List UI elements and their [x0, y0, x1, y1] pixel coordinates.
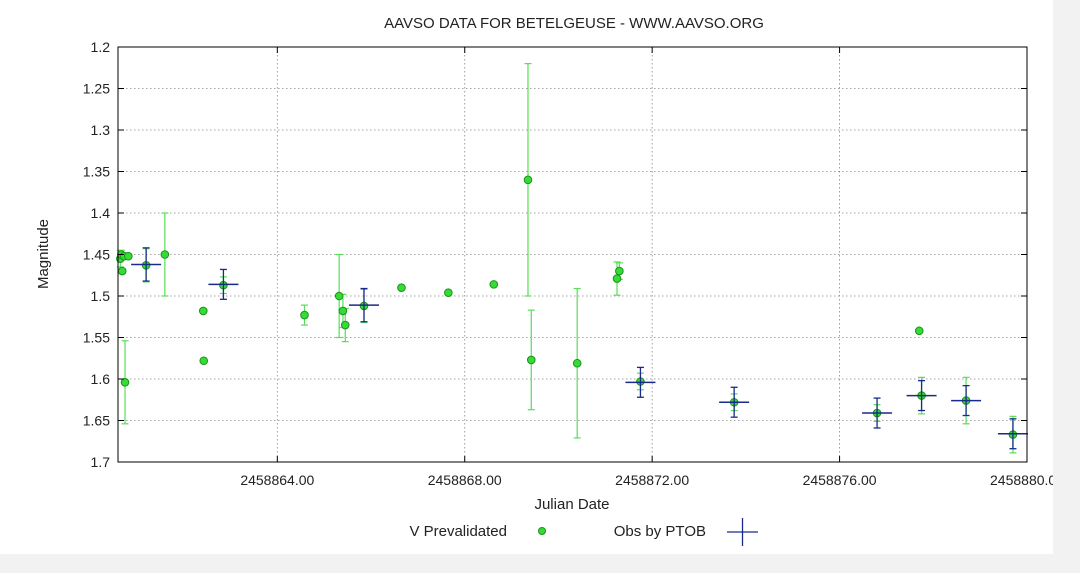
data-points — [116, 175, 1028, 450]
legend-marker-v-prevalidated — [538, 527, 546, 535]
x-tick-label: 2458876.00 — [803, 472, 877, 488]
y-axis-label: Magnitude — [35, 219, 52, 289]
chart-title: AAVSO DATA FOR BETELGEUSE - WWW.AAVSO.OR… — [384, 15, 764, 32]
error-bars — [116, 62, 1017, 454]
y-tick-label: 1.3 — [91, 122, 111, 138]
y-tick-label: 1.65 — [83, 413, 110, 429]
chart-card: AAVSO DATA FOR BETELGEUSE - WWW.AAVSO.OR… — [0, 0, 1064, 554]
point-v-prevalidated — [120, 378, 130, 387]
light-curve-chart: AAVSO DATA FOR BETELGEUSE - WWW.AAVSO.OR… — [35, 15, 1064, 546]
x-axis-ticks: 2458864.00 2458868.00 2458872.00 2458876.00… — [240, 47, 1064, 488]
point-v-prevalidated — [523, 175, 533, 185]
x-tick-label: 2458872.00 — [615, 472, 689, 488]
legend-marker-obs-by-ptob — [727, 518, 758, 546]
legend-label-obs-by-ptob: Obs by PTOB — [614, 523, 706, 540]
point-v-prevalidated — [160, 250, 170, 259]
legend-label-v-prevalidated: V Prevalidated — [409, 523, 507, 540]
grid — [118, 47, 1027, 462]
x-tick-label: 2458864.00 — [240, 472, 314, 488]
point-v-prevalidated — [615, 266, 624, 276]
point-v-prevalidated — [199, 356, 209, 366]
point-v-prevalidated — [444, 288, 453, 297]
y-tick-label: 1.25 — [83, 81, 110, 97]
x-axis-label: Julian Date — [534, 496, 609, 513]
point-v-prevalidated — [117, 266, 127, 276]
point-v-prevalidated — [612, 274, 622, 283]
point-v-prevalidated — [334, 291, 344, 301]
y-tick-label: 1.2 — [91, 39, 111, 55]
point-v-prevalidated — [198, 306, 208, 316]
y-tick-label: 1.4 — [91, 205, 111, 221]
point-v-prevalidated — [340, 320, 350, 330]
point-v-prevalidated — [489, 280, 499, 289]
point-v-prevalidated — [124, 251, 133, 261]
y-tick-label: 1.7 — [91, 454, 111, 470]
point-v-prevalidated — [526, 355, 536, 365]
point-v-prevalidated — [572, 358, 582, 368]
point-v-prevalidated — [300, 310, 309, 320]
legend: V Prevalidated Obs by PTOB — [409, 518, 758, 546]
x-tick-label: 2458868.00 — [428, 472, 502, 488]
y-tick-label: 1.55 — [83, 330, 110, 346]
x-tick-label: 2458880.00 — [990, 472, 1053, 488]
y-tick-label: 1.45 — [83, 247, 110, 263]
point-v-prevalidated — [338, 306, 348, 316]
point-v-prevalidated — [914, 326, 924, 336]
y-tick-label: 1.6 — [91, 371, 111, 387]
y-axis-ticks: 1.2 1.25 1.3 1.35 1.4 1.45 1.5 1.55 1.6 1.65 1.7 — [83, 39, 1027, 470]
y-tick-label: 1.5 — [91, 288, 111, 304]
point-v-prevalidated — [397, 283, 406, 293]
y-tick-label: 1.35 — [83, 164, 110, 180]
